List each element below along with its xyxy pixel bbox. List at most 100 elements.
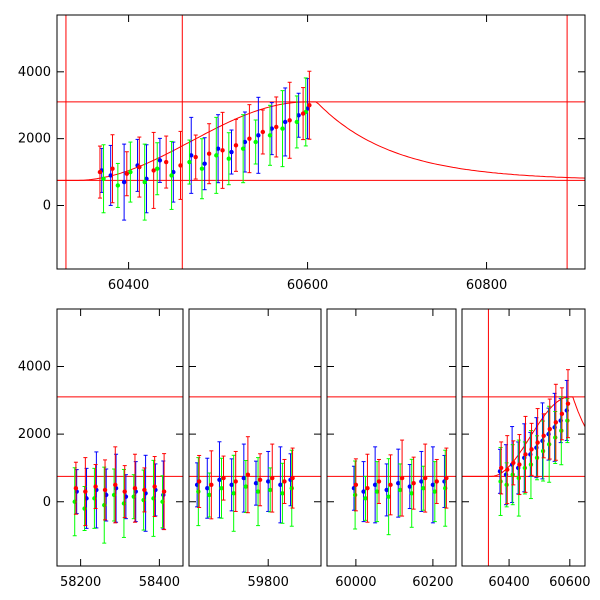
data-point — [553, 435, 558, 440]
x-tick-label: 60200 — [412, 575, 453, 590]
data-point — [282, 479, 287, 484]
data-point — [352, 492, 358, 498]
data-point — [559, 428, 564, 433]
data-point — [220, 148, 225, 153]
data-point — [121, 501, 127, 506]
data-point — [565, 418, 570, 423]
data-point — [217, 477, 222, 482]
data-point — [363, 496, 368, 501]
data-point — [256, 133, 261, 138]
axes-frame — [56, 14, 586, 270]
data-point — [296, 113, 301, 118]
data-point — [388, 482, 393, 488]
data-point — [547, 426, 552, 432]
data-point — [523, 452, 528, 457]
model-curve — [462, 396, 585, 477]
axes-frame — [56, 308, 184, 567]
data-point — [510, 472, 515, 477]
data-point — [242, 139, 248, 145]
bottom-panel-c: 60000 60200 — [326, 308, 457, 590]
data-point — [287, 118, 292, 123]
data-point — [240, 146, 246, 151]
data-point — [422, 475, 428, 481]
data-point — [553, 420, 559, 425]
data-point — [157, 158, 163, 163]
x-tick-label: 59800 — [248, 575, 289, 590]
data-point — [434, 479, 439, 484]
data-point — [541, 433, 546, 439]
data-point — [132, 486, 138, 491]
series-series_blue — [74, 451, 166, 532]
bottom-panel-d: 60400 60600 — [461, 308, 590, 590]
data-point — [122, 489, 127, 494]
data-point — [565, 401, 571, 406]
data-point — [215, 146, 221, 151]
data-point — [444, 475, 449, 481]
data-point — [206, 151, 212, 156]
data-point — [243, 484, 249, 489]
series-series_red — [73, 446, 167, 531]
series-series_red — [353, 439, 449, 523]
data-point — [233, 479, 238, 484]
data-point — [151, 168, 156, 173]
data-point — [171, 169, 176, 175]
data-point — [202, 161, 207, 166]
data-point — [196, 489, 201, 494]
data-point — [102, 502, 107, 508]
data-point — [540, 448, 546, 454]
data-point — [516, 475, 521, 481]
data-point — [504, 482, 509, 488]
data-point — [161, 489, 167, 494]
data-point — [214, 153, 219, 158]
data-point — [83, 489, 88, 494]
series-series_red — [196, 436, 295, 520]
data-point — [559, 411, 565, 417]
data-point — [268, 487, 273, 493]
data-point — [137, 164, 142, 170]
y-tick-label: 0 — [43, 495, 51, 510]
data-point — [155, 166, 160, 171]
x-tick-label: 60400 — [488, 575, 529, 590]
data-point — [278, 482, 283, 488]
data-point — [128, 169, 133, 175]
data-point — [97, 169, 103, 175]
data-point — [207, 492, 212, 498]
model-curve — [57, 101, 585, 181]
axes-frame — [188, 308, 322, 567]
data-point — [199, 166, 205, 171]
data-point — [432, 489, 438, 494]
data-point — [280, 491, 285, 496]
data-point — [361, 489, 366, 494]
data-point — [534, 455, 540, 460]
x-tick-label: 60800 — [466, 278, 507, 293]
data-point — [73, 486, 79, 491]
data-point — [110, 166, 115, 171]
data-point — [260, 129, 266, 135]
data-point — [505, 467, 510, 472]
x-tick-label: 60600 — [549, 575, 590, 590]
data-point — [409, 491, 414, 496]
data-point — [144, 176, 149, 181]
y-tick-label: 0 — [43, 199, 51, 214]
data-point — [124, 171, 130, 176]
y-tick-label: 4000 — [18, 65, 51, 80]
x-tick-label: 58400 — [139, 575, 180, 590]
data-point — [93, 484, 98, 489]
data-point — [152, 484, 157, 489]
data-point — [535, 440, 540, 445]
plot-area — [57, 396, 183, 544]
data-point — [121, 179, 127, 185]
x-tick-label: 58200 — [60, 575, 101, 590]
data-point — [374, 489, 380, 494]
y-tick-label: 2000 — [18, 427, 51, 442]
axes-frame — [461, 308, 586, 567]
data-point — [511, 460, 516, 466]
data-point — [289, 486, 294, 491]
series-series_blue — [351, 446, 447, 524]
series-series_red — [498, 369, 571, 505]
series-series_red — [97, 70, 312, 209]
data-point — [274, 124, 279, 130]
data-point — [193, 154, 198, 160]
data-point — [169, 173, 174, 178]
